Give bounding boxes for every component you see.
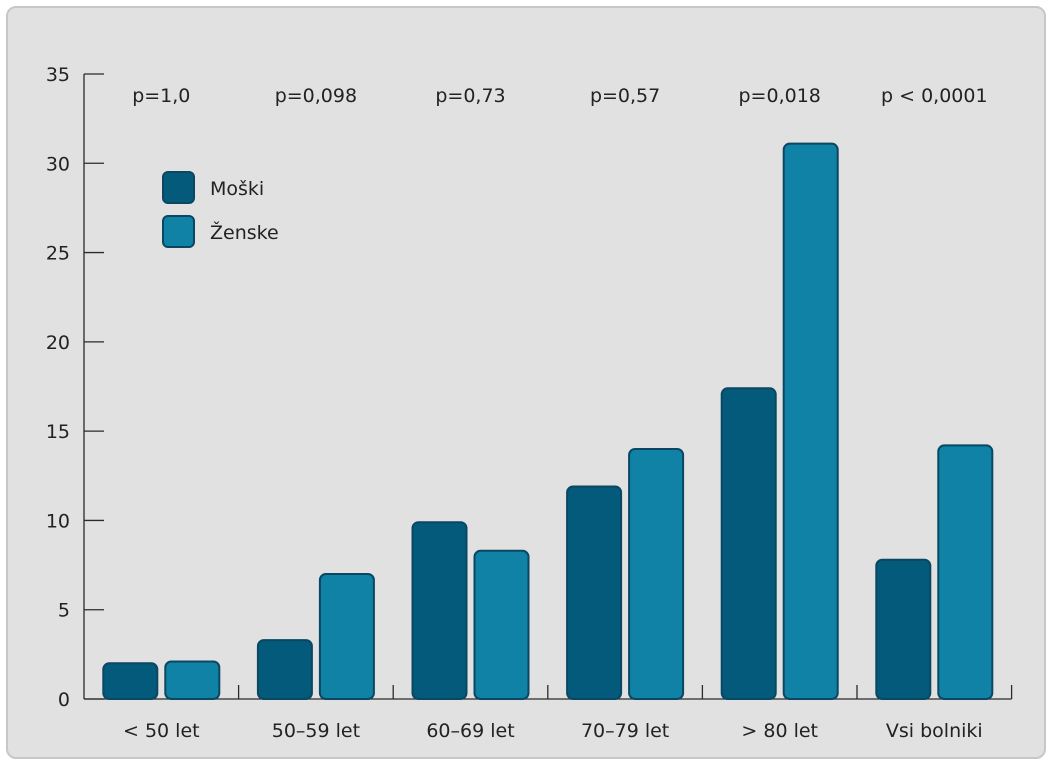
bar	[411, 521, 468, 701]
y-tick-label: 5	[58, 600, 70, 622]
p-value-label: p=0,57	[590, 85, 660, 107]
bar	[164, 660, 221, 700]
x-tick-label: < 50 let	[123, 720, 200, 742]
p-value-label: p=0,098	[275, 85, 357, 107]
legend-swatch	[162, 171, 195, 204]
bar	[102, 662, 159, 700]
legend-label: Ženske	[210, 221, 279, 244]
x-axis: < 50 let 50–59 let 60–69 let 70–79 let > 80 …	[84, 685, 1013, 742]
x-tick-label: 50–59 let	[272, 720, 360, 742]
bar	[473, 549, 530, 700]
y-axis: 0 5 10 15 20 25 30 35	[46, 64, 104, 711]
y-tick-label: 15	[46, 421, 70, 443]
x-tick-label: > 80 let	[741, 720, 818, 742]
bar	[318, 573, 375, 700]
bar	[875, 558, 932, 701]
y-tick-label: 0	[58, 689, 70, 711]
p-value-label: p=1,0	[132, 85, 190, 107]
y-tick-label: 25	[46, 243, 70, 265]
bar	[937, 444, 994, 700]
y-tick-label: 20	[46, 332, 70, 354]
legend-label: Moški	[210, 178, 264, 200]
y-tick-label: 30	[46, 153, 70, 175]
p-value-label: p=0,018	[739, 85, 821, 107]
bar	[628, 448, 685, 700]
bar	[566, 485, 623, 700]
x-tick-label: 70–79 let	[581, 720, 669, 742]
y-tick-label: 10	[46, 510, 70, 532]
bar	[720, 387, 777, 700]
x-tick-label: Vsi bolniki	[886, 720, 983, 742]
bar	[782, 142, 839, 700]
p-value-label: p=0,73	[435, 85, 505, 107]
legend: Moški Ženske	[162, 171, 279, 248]
bars	[102, 142, 994, 701]
y-tick-label: 35	[46, 64, 70, 86]
p-value-labels: p=1,0 p=0,098 p=0,73 p=0,57 p=0,018 p < 0,000…	[132, 85, 987, 107]
bar	[256, 639, 313, 700]
p-value-label: p < 0,0001	[881, 85, 988, 107]
x-tick-label: 60–69 let	[426, 720, 514, 742]
legend-swatch	[162, 215, 195, 248]
